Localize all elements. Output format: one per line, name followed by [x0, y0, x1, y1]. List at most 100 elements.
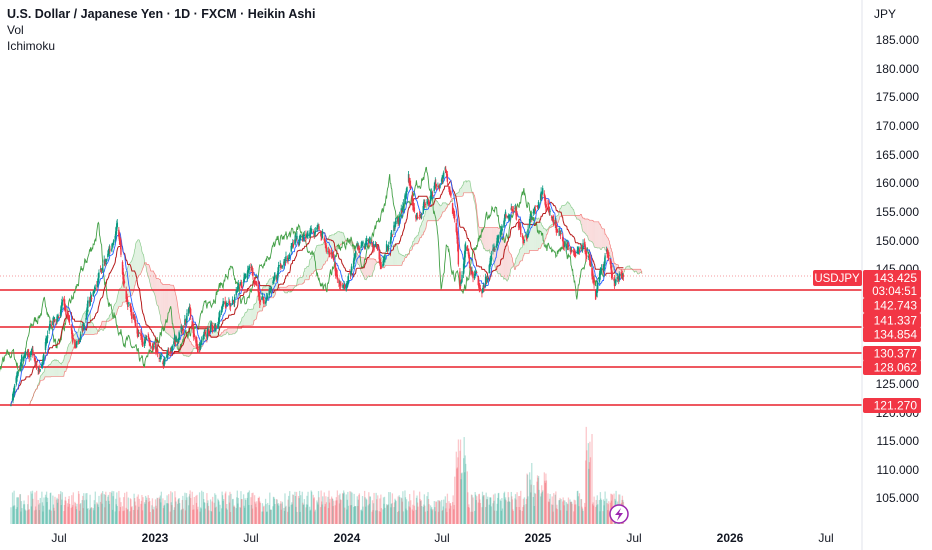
- volume-bar: [463, 437, 465, 524]
- volume-bar: [101, 503, 103, 524]
- cloud-segment: [425, 206, 427, 229]
- candle-body: [340, 284, 342, 286]
- indicator-ichimoku[interactable]: Ichimoku: [7, 39, 56, 53]
- cloud-segment: [40, 375, 42, 381]
- cloud-segment: [371, 258, 373, 277]
- volume-bar: [142, 497, 144, 524]
- cloud-segment: [225, 329, 226, 335]
- volume-bar: [286, 511, 289, 524]
- symbol-title[interactable]: U.S. Dollar / Japanese Yen · 1D · FXCM ·…: [7, 7, 316, 21]
- cloud-segment: [535, 217, 536, 251]
- volume-bar: [566, 510, 568, 524]
- candle-body: [50, 325, 52, 326]
- volume-bar: [166, 503, 169, 524]
- cloud-segment: [602, 228, 603, 248]
- volume-bar: [208, 510, 210, 524]
- indicator-vol[interactable]: Vol: [7, 23, 24, 37]
- volume-bar: [130, 507, 133, 524]
- volume-bar: [603, 501, 606, 524]
- cloud-segment: [397, 245, 398, 266]
- cloud-segment: [605, 234, 607, 251]
- cloud-segment: [510, 254, 512, 270]
- candle-body: [401, 211, 403, 213]
- cloud-segment: [254, 303, 256, 321]
- cloud-segment: [160, 282, 162, 323]
- volume-bar: [391, 493, 394, 524]
- cloud-segment: [216, 331, 218, 337]
- cloud-segment: [191, 342, 192, 355]
- volume-bar: [39, 503, 41, 524]
- cloud-segment: [415, 236, 417, 244]
- candle-body: [391, 235, 394, 237]
- cloud-segment: [506, 243, 508, 282]
- price-tick-label: 185.000: [876, 33, 920, 47]
- volume-bar: [400, 497, 402, 524]
- price-tags: USDJPY 143.42503:04:51142.743141.337134.8…: [813, 270, 921, 413]
- cloud-segment: [299, 277, 300, 285]
- cloud-segment: [460, 187, 462, 197]
- candle-body: [59, 309, 62, 316]
- cloud-segment: [172, 285, 173, 339]
- volume-bar: [93, 500, 95, 524]
- volume-bar: [28, 509, 30, 524]
- volume-bar: [49, 493, 51, 524]
- volume-bar: [116, 506, 118, 524]
- volume-bar: [126, 491, 128, 524]
- volume-bar: [30, 491, 32, 524]
- volume-bar: [563, 500, 565, 524]
- volume-bar: [72, 492, 74, 524]
- level-price-tag: 142.743: [874, 299, 918, 313]
- cloud-segment: [515, 258, 517, 267]
- cloud-segment: [228, 328, 230, 335]
- volume-bar: [438, 500, 440, 524]
- volume-bar: [71, 506, 73, 524]
- volume-bar: [204, 508, 206, 524]
- volume-bar: [19, 494, 21, 524]
- candle-body: [65, 307, 67, 315]
- volume-bar: [138, 498, 140, 524]
- candle-body: [186, 313, 188, 321]
- volume-bar: [82, 495, 84, 524]
- candle-body: [100, 268, 102, 270]
- cloud-segment: [399, 253, 400, 266]
- candle-body: [395, 221, 397, 225]
- cloud-segment: [416, 235, 418, 244]
- cloud-segment: [595, 221, 597, 248]
- candle-body: [59, 314, 61, 316]
- volume-bar: [511, 496, 513, 524]
- cloud-segment: [530, 219, 531, 251]
- cloud-segment: [54, 359, 56, 377]
- candle-body: [10, 405, 12, 407]
- candle-body: [17, 373, 19, 375]
- candle-body: [360, 247, 362, 249]
- lightning-badge[interactable]: [609, 504, 629, 524]
- cloud-segment: [232, 328, 233, 335]
- volume-bar: [526, 474, 529, 524]
- volume-bar: [146, 497, 148, 524]
- volume-bar: [521, 510, 523, 524]
- volume-bar: [105, 491, 107, 524]
- volume-bar: [420, 501, 422, 524]
- volume-bar: [301, 491, 303, 524]
- volume-bar: [225, 508, 227, 524]
- volume-bar: [100, 492, 103, 524]
- candle-body: [400, 208, 402, 213]
- candle-body: [402, 203, 405, 209]
- candle-body: [277, 265, 280, 272]
- cloud-segment: [91, 322, 93, 335]
- candle-body: [332, 253, 334, 256]
- volume-bar: [443, 499, 445, 524]
- cloud-segment: [232, 328, 234, 334]
- cloud-segment: [567, 201, 569, 216]
- cloud-segment: [571, 207, 573, 216]
- volume-bar: [541, 491, 543, 524]
- cloud-segment: [366, 258, 367, 280]
- volume-bar: [402, 511, 405, 524]
- volume-bar: [92, 508, 94, 524]
- volume-bar: [38, 504, 40, 524]
- cloud-segment: [319, 245, 321, 270]
- volume-bar: [170, 491, 172, 524]
- candle-body: [173, 337, 176, 343]
- cloud-segment: [190, 341, 192, 355]
